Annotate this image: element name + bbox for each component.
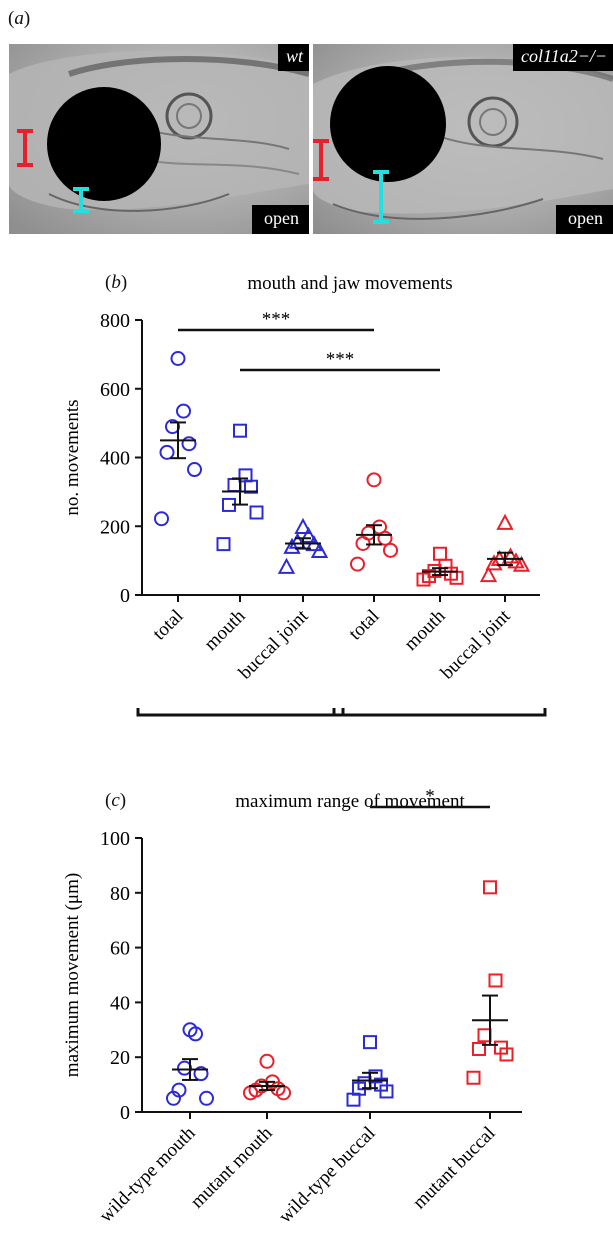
y-tick-label: 20 xyxy=(110,1047,130,1069)
data-point xyxy=(159,444,175,460)
data-point xyxy=(377,530,393,546)
data-point xyxy=(485,554,503,571)
data-point xyxy=(379,1084,394,1099)
wt-open-label: open xyxy=(252,205,309,234)
x-tick-label: wild-type mouth xyxy=(95,1122,199,1226)
data-point xyxy=(294,517,312,534)
y-tick-label: 600 xyxy=(100,379,130,401)
group-bracket xyxy=(332,708,547,717)
data-point xyxy=(466,1070,481,1085)
data-point xyxy=(346,1092,361,1107)
chart-title: mouth and jaw movements xyxy=(247,273,452,294)
mutant-open-label: open xyxy=(556,205,613,234)
x-tick-label: mouth xyxy=(200,605,250,655)
movement-count-chart: mouth and jaw movements 0 200 400 600 800 no. … xyxy=(62,273,547,717)
data-point xyxy=(176,403,191,419)
data-point xyxy=(249,505,264,520)
data-point xyxy=(199,1090,214,1106)
panel-c-label: (c) xyxy=(105,790,127,811)
panel-b-label: (b) xyxy=(105,272,128,293)
wt-larva-photo: wt open xyxy=(9,44,309,234)
significance-label: * xyxy=(425,788,435,807)
y-axis-label: maximum movement (μm) xyxy=(62,873,83,1077)
max-movement-chart: maximum range of movement020406080100max… xyxy=(62,788,522,1228)
data-point xyxy=(310,541,329,558)
y-tick-label: 60 xyxy=(110,938,130,960)
wt-genotype-label: wt xyxy=(277,44,309,71)
data-point xyxy=(433,546,447,561)
mutant-larva-image xyxy=(313,44,613,234)
y-tick-label: 200 xyxy=(100,516,130,538)
data-point xyxy=(477,1028,492,1043)
y-tick-label: 0 xyxy=(120,1102,130,1124)
data-point xyxy=(187,462,202,478)
significance-label: *** xyxy=(262,309,291,330)
y-tick-label: 100 xyxy=(100,828,130,850)
data-point xyxy=(154,511,169,527)
data-point xyxy=(350,556,365,572)
group-bracket xyxy=(136,708,345,717)
data-point xyxy=(499,1047,514,1062)
x-tick-label: mouth xyxy=(400,605,450,655)
data-point xyxy=(181,436,197,452)
wt-larva-image xyxy=(9,44,309,234)
y-tick-label: 400 xyxy=(100,448,130,470)
x-tick-label: buccal joint xyxy=(437,605,515,683)
data-point xyxy=(216,537,231,552)
data-point xyxy=(244,479,258,494)
data-point xyxy=(193,1066,209,1082)
data-point xyxy=(355,535,371,551)
data-point xyxy=(483,880,497,895)
x-tick-label: total xyxy=(345,606,384,645)
panel-a-label: (a) xyxy=(8,8,31,29)
data-point xyxy=(166,1090,181,1106)
y-tick-label: 80 xyxy=(110,883,130,905)
x-tick-label: wild-type buccal xyxy=(275,1123,380,1228)
data-point xyxy=(188,1026,203,1042)
data-point xyxy=(366,472,382,488)
data-point xyxy=(416,572,431,587)
data-point xyxy=(496,513,514,530)
data-point xyxy=(488,973,503,988)
mutant-genotype-label: col11a2−/− xyxy=(513,44,613,71)
data-point xyxy=(512,555,531,572)
data-point xyxy=(170,351,186,366)
y-axis-label: no. movements xyxy=(62,399,83,515)
data-point xyxy=(283,537,301,554)
significance-label: *** xyxy=(326,349,355,370)
y-tick-label: 0 xyxy=(120,585,130,607)
data-point xyxy=(299,526,318,543)
data-point xyxy=(363,1035,377,1050)
y-tick-label: 40 xyxy=(110,992,130,1014)
x-tick-label: mutant mouth xyxy=(187,1122,277,1212)
data-point xyxy=(259,1053,275,1069)
data-point xyxy=(479,565,498,583)
x-tick-label: mutant buccal xyxy=(409,1123,500,1214)
data-point xyxy=(277,557,296,574)
data-point xyxy=(383,542,398,558)
y-tick-label: 800 xyxy=(100,310,130,332)
x-tick-label: buccal joint xyxy=(235,605,313,683)
data-point xyxy=(233,423,247,438)
x-tick-label: total xyxy=(149,606,188,645)
mutant-larva-photo: col11a2−/− open xyxy=(313,44,613,234)
data-point xyxy=(472,1041,486,1056)
